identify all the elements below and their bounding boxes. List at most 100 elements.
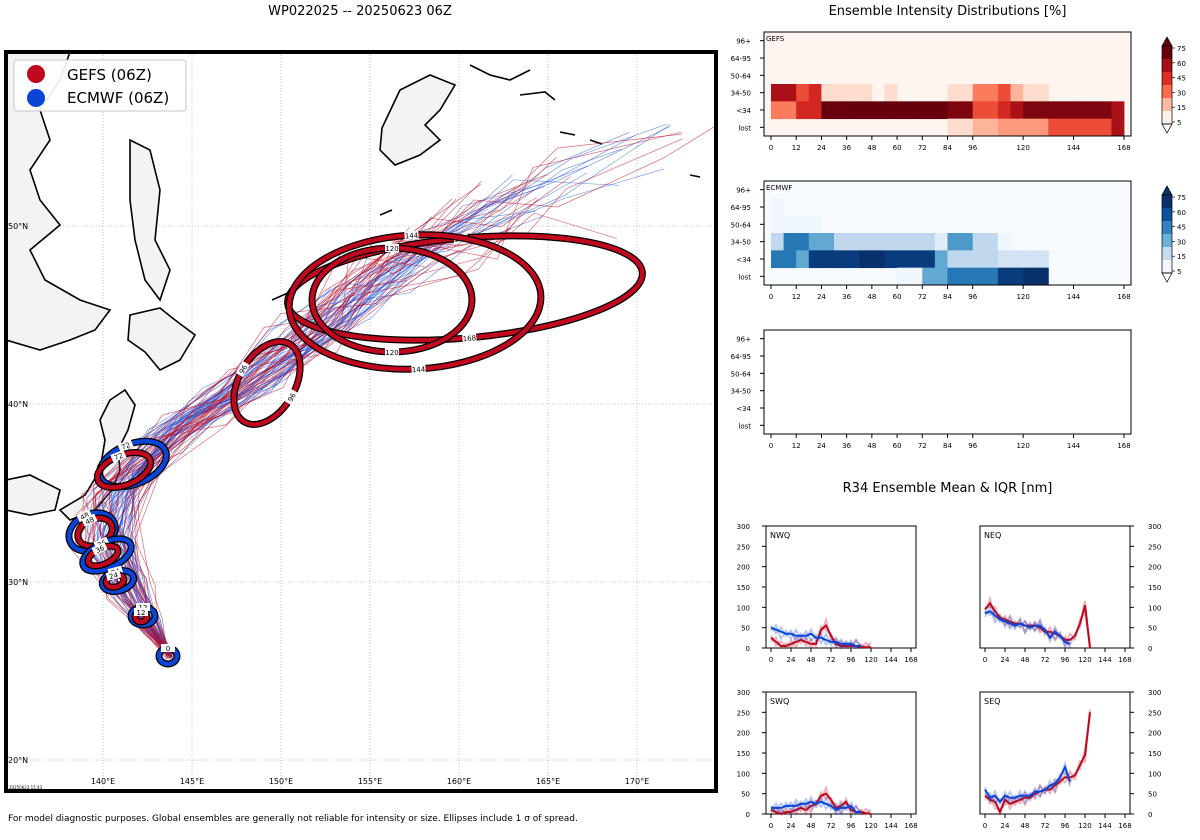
- legend-marker-gefs: [27, 65, 45, 83]
- heatmap-panel-label: ECMWF: [766, 184, 792, 192]
- heatmap-cell: [934, 233, 948, 251]
- r34-y-tick: 50: [741, 791, 750, 799]
- colorbar-segment: [1162, 46, 1172, 60]
- heatmap-cell: [1048, 101, 1062, 120]
- heatmap-cell: [884, 84, 898, 102]
- heatmap-cell: [972, 101, 986, 120]
- colorbar-segment: [1162, 247, 1172, 261]
- r34-y-tick: 300: [737, 689, 750, 697]
- r34-mean-gefs: [984, 712, 1091, 815]
- heatmap-cell: [1023, 84, 1037, 102]
- timestamp-stamp: 20250623 15:43: [9, 785, 43, 790]
- ellipse-gefs-36h: 36: [84, 542, 122, 570]
- colorbar-tick: 45: [1177, 75, 1186, 83]
- heatmap-x-tick: 60: [893, 442, 902, 450]
- ellipse-gefs-96h: 96 96: [230, 338, 304, 428]
- heatmap-row-label: <34: [736, 405, 751, 413]
- ellipse-gefs-24h: 24: [102, 569, 128, 591]
- heatmap-x-tick: 168: [1117, 293, 1130, 301]
- heatmap-cell: [1073, 101, 1087, 120]
- colorbar-tick: 45: [1177, 224, 1186, 232]
- ellipse-label: 36: [94, 544, 106, 555]
- heatmap-row-label: lost: [738, 273, 751, 281]
- heatmap-cell: [1010, 84, 1024, 102]
- r34-x-tick: 72: [1041, 656, 1050, 664]
- lon-label: 145°E: [180, 777, 204, 786]
- ellipse-ecmwf-0h: 0: [155, 644, 181, 668]
- heatmap-x-tick: 48: [867, 293, 876, 301]
- r34-x-tick: 168: [904, 822, 917, 830]
- heatmap-x-tick: 120: [1016, 144, 1029, 152]
- heatmap-cell: [985, 233, 999, 251]
- heatmap-cell: [1048, 118, 1062, 137]
- intensity-title: Ensemble Intensity Distributions [%]: [828, 4, 1067, 19]
- intensity-heatmaps: GEFS 96+ 64-95 50-64 34-50 <34 lost 0 12 24 36 48 60…: [731, 31, 1186, 450]
- r34-y-tick: 200: [737, 730, 750, 738]
- colorbar-tick: 75: [1177, 45, 1186, 53]
- r34-x-tick: 0: [769, 656, 773, 664]
- heatmap-cell: [1098, 101, 1112, 120]
- heatmap-cell: [1086, 101, 1100, 120]
- r34-y-tick: 50: [1148, 791, 1157, 799]
- footnote: For model diagnostic purposes. Global en…: [8, 814, 578, 824]
- heatmap-cell: [1073, 118, 1087, 137]
- heatmap-row-label: lost: [738, 422, 751, 430]
- heatmap-cell: [846, 101, 860, 120]
- heatmap-cell: [947, 118, 961, 137]
- legend-label-ecmwf: ECMWF (06Z): [67, 89, 169, 107]
- heatmap-row-label: 50-64: [731, 221, 752, 229]
- heatmap-cell: [859, 101, 873, 120]
- heatmap-cell: [947, 101, 961, 120]
- r34-x-tick: 0: [983, 656, 987, 664]
- ellipse-gefs-120h: 120 120: [308, 244, 476, 357]
- heatmap-cell: [808, 84, 822, 102]
- heatmap-cell: [1010, 101, 1024, 120]
- heatmap-row-label: 64-95: [731, 204, 751, 212]
- legend-marker-ecmwf: [27, 89, 45, 107]
- heatmap-cell: [985, 101, 999, 120]
- heatmap-x-tick: 144: [1067, 442, 1081, 450]
- coast-detail: [271, 64, 701, 301]
- heatmap-cell: [997, 118, 1011, 137]
- heatmap-x-tick: 120: [1016, 442, 1029, 450]
- r34-y-tick: 300: [1148, 523, 1161, 531]
- heatmap-x-tick: 144: [1067, 293, 1081, 301]
- heatmap-cell: [972, 267, 986, 286]
- r34-panels: NWQ 0 50 100 150 200 250 300 0 24 48 72 96 120 144 168 N…: [737, 523, 1162, 830]
- r34-quadrant-label: NWQ: [770, 531, 790, 540]
- r34-x-tick: 96: [1061, 822, 1070, 830]
- heatmap-cell: [985, 267, 999, 286]
- lon-label: 170°E: [625, 777, 649, 786]
- heatmap-cell: [783, 250, 797, 269]
- r34-y-tick: 0: [746, 645, 750, 653]
- heatmap-cell: [909, 101, 923, 120]
- lon-label: 150°E: [269, 777, 293, 786]
- heatmap-x-tick: 72: [918, 293, 927, 301]
- heatmap-x-tick: 12: [792, 293, 801, 301]
- colorbar-segment: [1162, 221, 1172, 235]
- r34-y-tick: 100: [1148, 770, 1161, 778]
- heatmap-cell: [884, 250, 898, 269]
- heatmap-cell: [834, 233, 848, 251]
- heatmap-cell: [808, 215, 822, 234]
- ellipse-label: 12: [137, 609, 146, 617]
- heatmap-cell: [771, 198, 785, 217]
- lon-label: 165°E: [536, 777, 560, 786]
- r34-x-tick: 144: [1098, 822, 1112, 830]
- r34-y-tick: 0: [1148, 811, 1152, 819]
- ecmwf-track: [102, 210, 536, 655]
- heatmap-cell: [1023, 101, 1037, 120]
- r34-x-tick: 120: [864, 656, 877, 664]
- r34-y-tick: 200: [1148, 730, 1161, 738]
- heatmap-x-tick: 96: [968, 442, 977, 450]
- heatmap-cell: [821, 101, 835, 120]
- r34-x-tick: 0: [769, 822, 773, 830]
- heatmap-cell: [909, 250, 923, 269]
- heatmap-cell: [796, 233, 810, 251]
- heatmap-cell: [859, 84, 873, 102]
- colorbar-max-arrow: [1161, 36, 1173, 47]
- r34-x-tick: 72: [827, 656, 836, 664]
- colorbar-tick: 75: [1177, 194, 1186, 202]
- r34-panel-frame: [765, 525, 917, 649]
- heatmap-cell: [960, 233, 974, 251]
